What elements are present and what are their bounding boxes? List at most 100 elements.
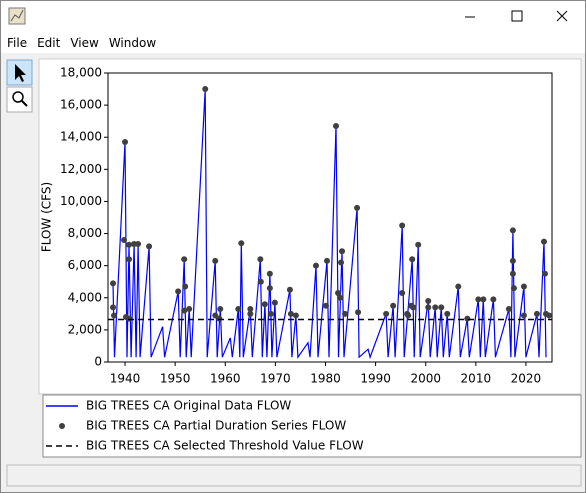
pds-point: [261, 301, 268, 308]
pds-point: [216, 315, 223, 322]
x-tick-label: 1990: [360, 372, 391, 386]
pds-point: [408, 302, 415, 309]
y-tick-label: 2,000: [68, 322, 102, 336]
y-axis-label: FLOW (CFS): [40, 182, 54, 252]
pds-point: [111, 312, 118, 319]
legend: [42, 394, 582, 458]
pds-point: [338, 259, 345, 266]
pds-point: [520, 283, 527, 290]
pds-point: [425, 304, 432, 311]
pds-point: [520, 312, 527, 319]
pds-point: [323, 257, 330, 264]
pds-point: [247, 306, 254, 313]
legend-label: BIG TREES CA Selected Threshold Value FL…: [86, 439, 364, 453]
pds-point: [438, 304, 445, 311]
pds-point: [505, 306, 512, 313]
pds-point: [354, 204, 361, 211]
pds-point: [410, 304, 417, 311]
pds-point: [175, 288, 182, 295]
pds-point: [390, 302, 397, 309]
pds-point: [287, 310, 294, 317]
pds-point: [312, 262, 319, 269]
x-tick-label: 1960: [210, 372, 241, 386]
title-icons: [8, 7, 568, 25]
pointer-tool[interactable]: [6, 59, 33, 86]
x-tick-label: 2000: [410, 372, 441, 386]
pds-point: [257, 278, 264, 285]
pds-point: [337, 294, 344, 301]
menu-item[interactable]: File: [7, 36, 28, 50]
y-tick-label: 4,000: [68, 290, 102, 304]
pds-point: [404, 310, 411, 317]
pds-point: [335, 289, 342, 296]
pds-point: [238, 240, 245, 247]
pds-point: [126, 241, 133, 248]
y-tick-label: 10,000: [60, 194, 102, 208]
pds-point: [509, 227, 516, 234]
menu-bar: File Edit View Window: [1, 33, 585, 53]
pds-point: [540, 238, 547, 245]
pds-point: [432, 304, 439, 311]
title-bar: [1, 1, 585, 33]
pds-point: [266, 270, 273, 277]
pds-point: [509, 270, 516, 277]
menu-item[interactable]: Edit: [37, 36, 61, 50]
pds-point: [405, 312, 412, 319]
menu-item[interactable]: Window: [108, 36, 157, 50]
pds-point: [212, 257, 219, 264]
pds-point: [355, 309, 362, 316]
zoom-tool[interactable]: [6, 86, 33, 113]
pds-point: [533, 310, 540, 317]
pds-point: [110, 280, 117, 287]
pds-point: [322, 302, 329, 309]
flow-line: [112, 89, 547, 360]
pds-point: [267, 310, 274, 317]
y-tick-label: 8,000: [68, 226, 102, 240]
pds-point: [464, 315, 471, 322]
pds-point: [217, 306, 224, 313]
pds-point: [444, 310, 451, 317]
pds-point: [286, 286, 293, 293]
legend-label: BIG TREES CA Original Data FLOW: [86, 399, 291, 413]
status-bar: [6, 464, 582, 487]
pds-point: [146, 243, 153, 250]
menu-item[interactable]: View: [70, 36, 99, 50]
pds-point: [123, 314, 130, 321]
plot-frame: [107, 72, 553, 363]
pds-point: [122, 139, 129, 146]
pds-point: [202, 86, 209, 93]
x-tick-label: 1940: [110, 372, 141, 386]
legend-marker: [59, 423, 65, 429]
pds-point: [121, 236, 128, 243]
y-tick-label: 16,000: [60, 98, 102, 112]
x-tick-label: 2010: [461, 372, 492, 386]
pds-point: [480, 296, 487, 303]
pds-point: [131, 240, 138, 247]
y-tick-label: 18,000: [60, 66, 102, 80]
pds-point: [455, 283, 462, 290]
pointer-icon: [15, 64, 26, 82]
pds-point: [271, 299, 278, 306]
pds-point: [110, 304, 117, 311]
pds-point: [181, 256, 188, 263]
pds-point: [257, 256, 264, 263]
pds-point: [292, 312, 299, 319]
pds-point: [541, 270, 548, 277]
pds-point: [510, 285, 517, 292]
maximize-button[interactable]: [511, 10, 523, 22]
zoom-icon: [12, 91, 24, 103]
pds-point: [182, 283, 189, 290]
zoom-icon-handle: [21, 100, 28, 107]
x-tick-label: 2020: [511, 372, 542, 386]
pds-point: [542, 310, 549, 317]
pds-point: [545, 312, 552, 319]
pds-point: [409, 256, 416, 263]
close-button[interactable]: [556, 10, 568, 22]
app-icon-graph: [10, 9, 24, 22]
pds-point: [475, 296, 482, 303]
y-tick-label: 0: [94, 355, 102, 369]
pds-point: [212, 312, 219, 319]
pds-point: [266, 285, 273, 292]
